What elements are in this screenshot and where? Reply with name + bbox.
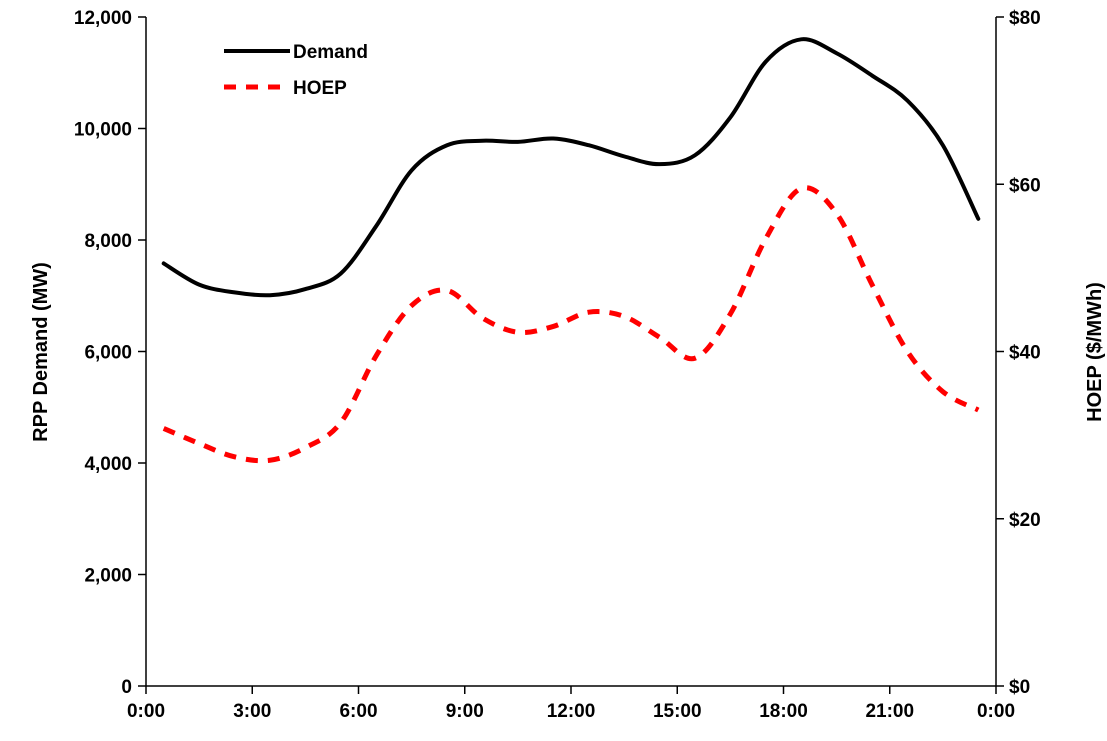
legend: Demand HOEP <box>224 42 368 99</box>
y-left-tick-label: 12,000 <box>74 8 132 29</box>
y-right-tick-label: $0 <box>1009 677 1030 698</box>
y-left-tick-label: 2,000 <box>84 566 132 587</box>
y-left-tick-label: 0 <box>121 677 132 698</box>
y-left-tick-label: 8,000 <box>84 231 132 252</box>
series-line-demand <box>161 37 981 298</box>
x-tick-label: 12:00 <box>547 701 596 722</box>
x-tick-label: 3:00 <box>233 701 271 722</box>
x-tick-label: 21:00 <box>865 701 914 722</box>
y-left-tick-label: 4,000 <box>84 454 132 475</box>
x-tick-label: 15:00 <box>653 701 702 722</box>
x-tick-label: 0:00 <box>977 701 1015 722</box>
x-tick-label: 6:00 <box>339 701 377 722</box>
legend-label-hoep: HOEP <box>293 78 347 99</box>
y-left-tick-label: 10,000 <box>74 120 132 141</box>
y-axis-label-left: RPP Demand (MW) <box>30 262 52 442</box>
y-right-tick-label: $60 <box>1009 175 1041 196</box>
series-lines <box>161 37 981 464</box>
axes: 0 2,000 4,000 6,000 8,000 10,000 12,000 $0 $20 $4… <box>74 8 1041 722</box>
x-tick-label: 0:00 <box>127 701 165 722</box>
y-right-tick-label: $80 <box>1009 8 1041 29</box>
y-axis-label-right: HOEP ($/MWh) <box>1084 282 1106 422</box>
legend-label-demand: Demand <box>293 42 368 63</box>
x-tick-label: 9:00 <box>446 701 484 722</box>
series-line-hoep <box>162 185 980 464</box>
x-tick-label: 18:00 <box>759 701 808 722</box>
y-right-tick-label: $20 <box>1009 510 1041 531</box>
y-left-tick-label: 6,000 <box>84 343 132 364</box>
y-right-tick-label: $40 <box>1009 343 1041 364</box>
